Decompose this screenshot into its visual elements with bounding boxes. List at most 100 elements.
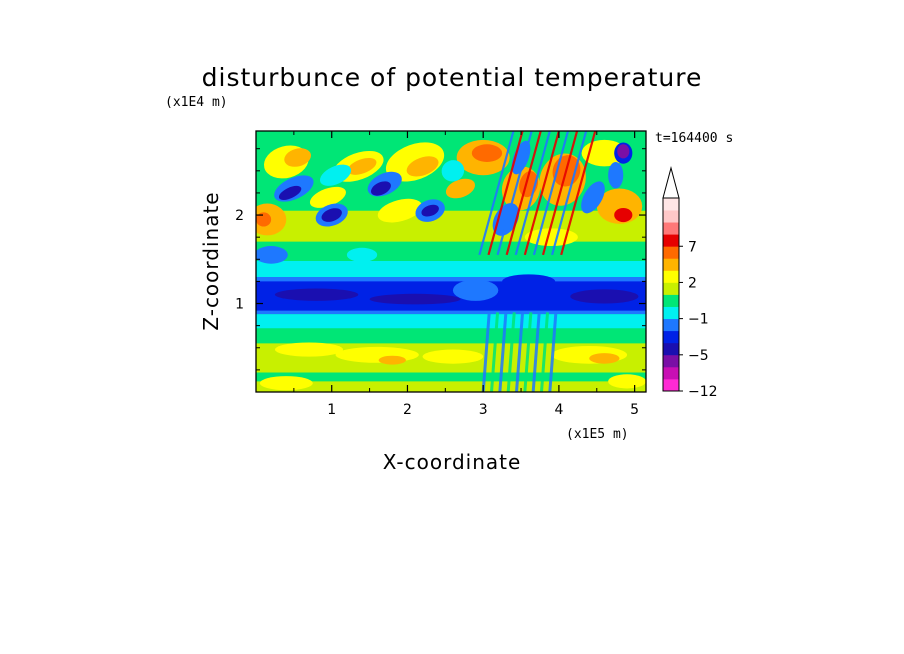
- contour-patch: [422, 349, 484, 364]
- contour-patch: [256, 212, 272, 227]
- contour-band: [256, 261, 646, 277]
- colorbar-bin: [663, 198, 679, 211]
- contour-patch: [421, 204, 439, 217]
- colorbar-bin: [663, 270, 679, 283]
- x-tick-label: 1: [327, 402, 336, 418]
- wave-streak: [548, 312, 558, 392]
- contour-patch: [608, 374, 646, 389]
- plot-frame: [255, 130, 647, 393]
- contour-patch: [309, 186, 346, 208]
- contour-patch: [319, 164, 352, 186]
- contour-field: [256, 131, 646, 392]
- colorbar-bin: [663, 318, 679, 332]
- contour-patch: [452, 279, 499, 301]
- contour-patch: [370, 181, 391, 196]
- colorbar-bin: [663, 366, 679, 380]
- colorbar: −12−5−127: [662, 166, 718, 400]
- colorbar-bin: [663, 258, 679, 271]
- contour-patch: [445, 178, 476, 199]
- contour-patch: [570, 289, 639, 304]
- contour-patch: [492, 203, 520, 236]
- wave-streak: [539, 312, 550, 392]
- contour-patch: [274, 288, 359, 301]
- colorbar-bin: [663, 222, 679, 235]
- contour-patch: [589, 353, 620, 364]
- contour-patch: [524, 228, 578, 247]
- colorbar-tick-label: −12: [688, 384, 718, 400]
- colorbar-bin: [663, 330, 679, 344]
- time-label: t=164400 s: [655, 131, 733, 146]
- colorbar-extend-arrow: [662, 166, 680, 199]
- contour-patch: [369, 293, 461, 305]
- wave-streak: [506, 312, 516, 392]
- wave-streak: [532, 131, 570, 256]
- colorbar-bin: [663, 246, 679, 259]
- contour-patch: [502, 274, 556, 289]
- wave-streak: [514, 131, 551, 256]
- contour-patch: [321, 208, 342, 222]
- colorbar-bin: [663, 234, 679, 247]
- contour-patch: [581, 139, 628, 167]
- wave-streak: [523, 312, 533, 392]
- x-tick-label: 5: [630, 402, 639, 418]
- contour-patch: [471, 144, 503, 162]
- x-axis: 1 2 3 4 5: [293, 131, 639, 418]
- contour-patch: [335, 346, 419, 363]
- colorbar-tick-label: 7: [688, 239, 697, 255]
- colorbar-frame: [662, 197, 680, 392]
- contour-patch: [347, 157, 377, 175]
- wave-streak: [551, 131, 588, 256]
- contour-patch: [614, 207, 633, 223]
- contour-patch: [278, 185, 302, 200]
- x-unit-label: (x1E5 m): [566, 427, 629, 442]
- contour-patch: [377, 198, 422, 223]
- contour-patch: [581, 181, 605, 214]
- colorbar-tick-label: 2: [688, 275, 697, 291]
- x-tick-label: 4: [554, 402, 563, 418]
- wave-streak: [498, 312, 508, 392]
- contour-patch: [274, 342, 344, 357]
- contour-band: [256, 328, 646, 344]
- contour-band: [256, 381, 646, 392]
- wave-streak: [560, 131, 597, 256]
- y-tick-label: 1: [235, 297, 244, 313]
- contour-patch: [378, 355, 406, 365]
- x-axis-label: X-coordinate: [383, 450, 522, 474]
- contour-patch: [608, 161, 624, 189]
- contour-patch: [406, 156, 439, 177]
- colorbar-bin: [663, 378, 679, 392]
- contour-patch: [617, 144, 630, 159]
- wave-streak: [505, 131, 542, 256]
- contour-patch: [346, 247, 378, 262]
- colorbar-bin: [663, 342, 679, 356]
- wave-streak: [478, 131, 515, 256]
- wave-streak: [523, 131, 560, 256]
- contour-patch: [441, 160, 465, 182]
- wave-streak: [481, 312, 491, 392]
- wave-streak: [487, 131, 524, 256]
- contour-patch: [284, 148, 312, 167]
- contour-band: [256, 314, 646, 329]
- x-tick-label: 3: [479, 402, 488, 418]
- colorbar-bin: [663, 354, 679, 368]
- wave-streak: [531, 312, 541, 392]
- colorbar-tick-label: −5: [688, 348, 709, 364]
- chart-title: disturbunce of potential temperature: [202, 63, 703, 92]
- contour-patch: [256, 246, 288, 264]
- wave-streak: [496, 131, 533, 256]
- colorbar-tick-label: −1: [688, 312, 709, 328]
- wave-streak: [541, 131, 579, 256]
- wave-streak: [490, 312, 500, 392]
- colorbar-bin: [663, 282, 679, 295]
- y-tick-label: 2: [235, 208, 244, 224]
- wave-streak: [515, 312, 525, 392]
- y-axis-label: Z-coordinate: [199, 191, 223, 330]
- x-tick-label: 2: [403, 402, 412, 418]
- contour-band: [256, 241, 646, 262]
- y-axis: 12: [235, 148, 646, 371]
- colorbar-bin: [663, 306, 679, 320]
- colorbar-bin: [663, 294, 679, 307]
- y-unit-label: (x1E4 m): [165, 95, 228, 110]
- contour-patch: [259, 376, 313, 391]
